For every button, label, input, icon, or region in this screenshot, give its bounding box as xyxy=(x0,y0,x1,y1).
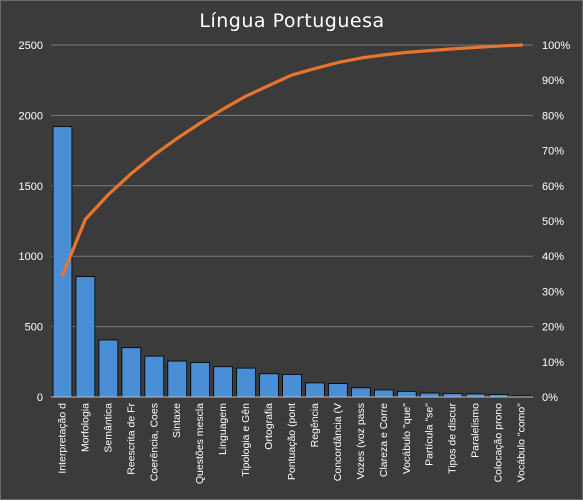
y-right-tick-label: 0% xyxy=(542,392,558,404)
cumulative-percent-line xyxy=(62,45,521,276)
x-category-label: Ortografia xyxy=(263,403,275,450)
x-category-label: Vocábulo "como" xyxy=(516,403,528,483)
bar xyxy=(145,356,164,397)
y-right-tick-label: 50% xyxy=(542,216,564,228)
bar xyxy=(260,374,279,397)
y-right-tick-label: 30% xyxy=(542,286,564,298)
y-left-tick-label: 2000 xyxy=(19,110,43,122)
bar xyxy=(76,277,95,397)
x-category-label: Linguagem xyxy=(217,403,229,455)
y-right-tick-label: 10% xyxy=(542,357,564,369)
y-left-tick-label: 1500 xyxy=(19,181,43,193)
bar xyxy=(214,367,233,397)
y-left-tick-label: 1000 xyxy=(19,251,43,263)
x-category-label: Clareza e Corre xyxy=(378,403,390,477)
bar xyxy=(328,384,347,397)
y-right-tick-label: 100% xyxy=(542,40,570,52)
bar xyxy=(99,340,118,397)
y-right-tick-label: 40% xyxy=(542,251,564,263)
x-category-label: Vocábulo "que" xyxy=(401,403,413,474)
y-right-tick-label: 70% xyxy=(542,146,564,158)
x-category-label: Reescrita de Fr xyxy=(125,403,137,475)
x-category-label: Tipos de discur xyxy=(447,403,459,474)
x-category-label: Sintaxe xyxy=(171,403,183,438)
bar xyxy=(374,390,393,397)
bar xyxy=(283,374,302,397)
bar xyxy=(237,368,256,397)
bar xyxy=(351,388,370,397)
bar xyxy=(306,383,325,397)
x-category-label: Pontuação (pont xyxy=(286,403,298,480)
bar xyxy=(420,393,439,397)
x-category-label: Semântica xyxy=(102,403,114,453)
x-category-label: Morfologia xyxy=(79,403,91,452)
x-category-label: Regência xyxy=(309,403,321,448)
x-category-label: Concordância (V xyxy=(332,403,344,481)
chart-title: Língua Portuguesa xyxy=(199,10,384,32)
bar xyxy=(122,348,141,397)
bar xyxy=(191,363,210,398)
bar xyxy=(168,361,187,397)
x-category-label: Colocação prono xyxy=(493,403,505,483)
y-right-tick-label: 60% xyxy=(542,181,564,193)
x-category-label: Coerência, Coes xyxy=(148,403,160,481)
x-category-label: Questões mescla xyxy=(194,403,206,484)
y-right-tick-label: 80% xyxy=(542,110,564,122)
y-left-tick-label: 2500 xyxy=(19,40,43,52)
y-left-tick-label: 500 xyxy=(25,322,43,334)
x-category-label: Paralelismo xyxy=(470,403,482,458)
x-category-label: Tipologia e Gên xyxy=(240,403,252,477)
y-left-tick-label: 0 xyxy=(37,392,43,404)
x-category-label: Partícula "se" xyxy=(424,403,436,466)
x-category-label: Vozes (voz pass xyxy=(355,403,367,479)
y-right-tick-label: 20% xyxy=(542,322,564,334)
y-right-tick-label: 90% xyxy=(542,75,564,87)
bar xyxy=(443,393,462,397)
bar xyxy=(397,391,416,397)
x-category-label: Interpretação d xyxy=(56,403,68,474)
